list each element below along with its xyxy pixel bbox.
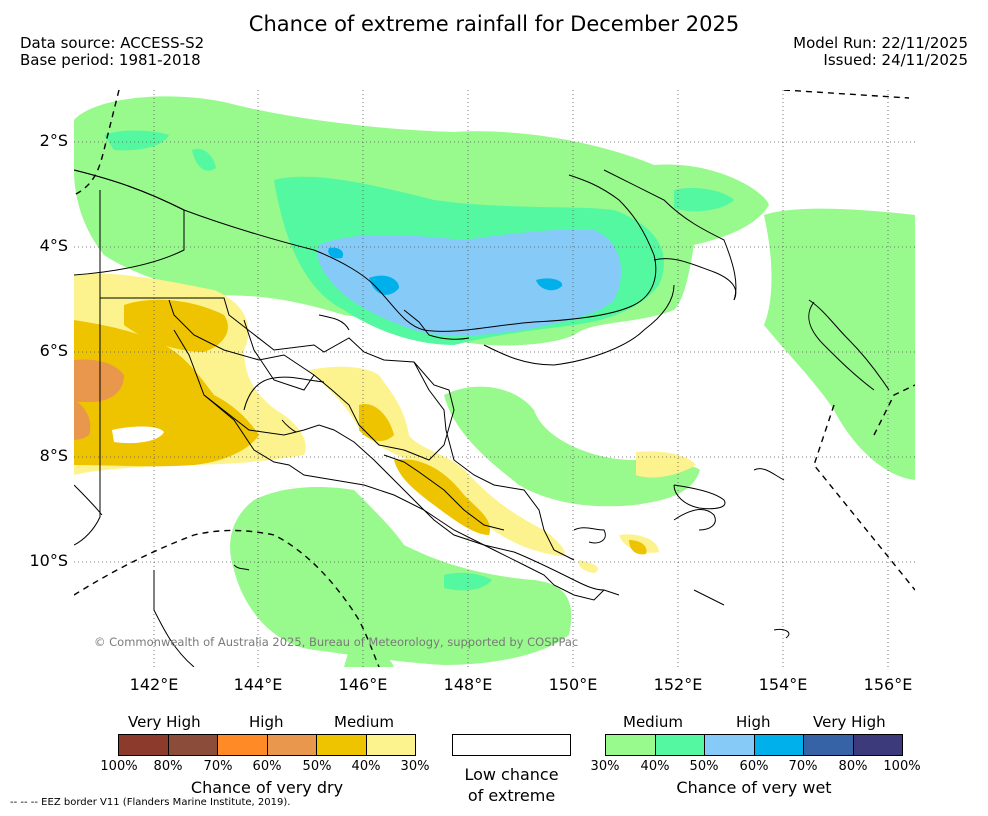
dry-tick: 60% <box>252 759 282 774</box>
issued-date: Issued: 24/11/2025 <box>823 51 968 69</box>
wet-legend-title: Chance of very wet <box>676 778 832 797</box>
map-svg <box>74 90 915 667</box>
dry-swatch <box>317 735 367 755</box>
dry-high-areas <box>74 299 647 555</box>
wet-tick: 100% <box>883 759 921 774</box>
low-chance-line1: Low chance <box>464 765 559 784</box>
dry-swatch <box>267 735 317 755</box>
wet-header-medium: Medium <box>623 713 683 731</box>
wet-swatch <box>853 735 902 755</box>
lon-label-146e: 146°E <box>338 675 388 694</box>
wet-tick: 60% <box>739 759 769 774</box>
lon-label-148e: 148°E <box>443 675 493 694</box>
low-chance-gap <box>112 426 164 444</box>
base-period: Base period: 1981-2018 <box>20 51 201 69</box>
dry-header-medium: Medium <box>334 713 394 731</box>
wet-tick: 70% <box>788 759 818 774</box>
meta-right: Model Run: 22/11/2025 Issued: 24/11/2025 <box>793 35 968 69</box>
lon-label-154e: 154°E <box>758 675 808 694</box>
lat-label-10s: 10°S <box>29 551 68 570</box>
wet-veryhigh-areas <box>317 229 622 336</box>
map-panel: © Commonwealth of Australia 2025, Bureau… <box>74 90 915 667</box>
dry-swatch <box>218 735 268 755</box>
model-run: Model Run: 22/11/2025 <box>793 34 968 52</box>
lat-label-8s: 8°S <box>39 446 68 465</box>
eez-note: -- -- -- EEZ border V11 (Flanders Marine… <box>10 797 291 808</box>
lon-label-142e: 142°E <box>129 675 179 694</box>
dry-tick: 100% <box>100 759 138 774</box>
wet-swatch <box>804 735 854 755</box>
lon-label-144e: 144°E <box>233 675 283 694</box>
wet-top-areas <box>328 247 563 295</box>
dry-tick: 40% <box>351 759 381 774</box>
wet-swatch <box>754 735 804 755</box>
lon-label-156e: 156°E <box>863 675 913 694</box>
dry-colorbar <box>118 734 416 756</box>
graticule <box>74 90 915 667</box>
dry-tick: 50% <box>302 759 332 774</box>
lat-label-4s: 4°S <box>39 236 68 255</box>
low-chance-title: Low chance of extreme <box>432 764 591 806</box>
lat-label-6s: 6°S <box>39 341 68 360</box>
dry-tick: 70% <box>203 759 233 774</box>
wet-header-veryhigh: Very High <box>813 713 886 731</box>
copyright-note: © Commonwealth of Australia 2025, Bureau… <box>94 635 579 649</box>
data-source: Data source: ACCESS-S2 <box>20 34 205 52</box>
dry-swatch <box>119 735 169 755</box>
dry-swatch <box>168 735 218 755</box>
eez-borders <box>74 90 915 667</box>
low-chance-line2: of extreme <box>467 786 556 805</box>
lat-label-2s: 2°S <box>39 131 68 150</box>
wet-swatch <box>705 735 755 755</box>
lon-label-150e: 150°E <box>548 675 598 694</box>
dry-veryhigh-areas <box>74 359 124 440</box>
low-chance-swatch <box>452 734 571 756</box>
coastlines <box>74 169 890 667</box>
meta-left: Data source: ACCESS-S2 Base period: 1981… <box>20 35 204 69</box>
wet-tick: 30% <box>590 759 620 774</box>
dry-tick: 80% <box>153 759 183 774</box>
dry-header-veryhigh: Very High <box>128 713 201 731</box>
dry-swatch <box>366 735 415 755</box>
wet-header-high: High <box>736 713 771 731</box>
wet-swatch <box>655 735 705 755</box>
lon-label-152e: 152°E <box>653 675 703 694</box>
dry-legend-title: Chance of very dry <box>190 778 344 797</box>
wet-tick: 50% <box>689 759 719 774</box>
dry-tick: 30% <box>400 759 430 774</box>
wet-colorbar <box>605 734 903 756</box>
wet-tick: 40% <box>640 759 670 774</box>
wet-swatch <box>606 735 656 755</box>
dry-header-high: High <box>249 713 284 731</box>
chart-title: Chance of extreme rainfall for December … <box>248 12 740 36</box>
wet-tick: 80% <box>838 759 868 774</box>
